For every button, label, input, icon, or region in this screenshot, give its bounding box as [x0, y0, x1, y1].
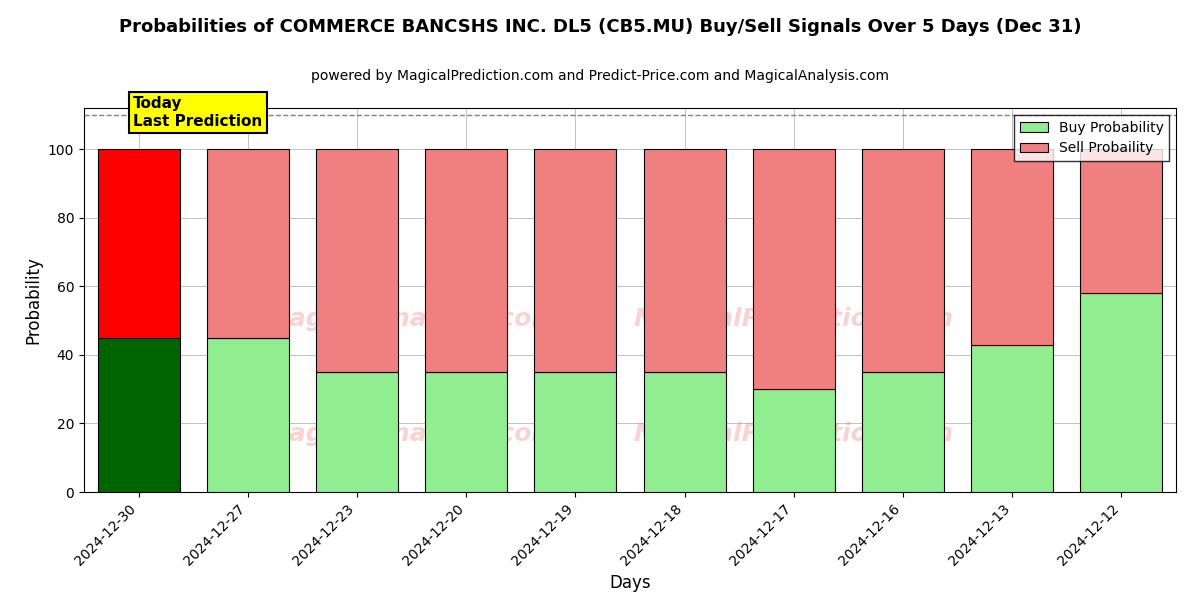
Bar — [643, 372, 726, 492]
Text: MagicalAnalysis.com: MagicalAnalysis.com — [265, 307, 558, 331]
Text: Probabilities of COMMERCE BANCSHS INC. DL5 (CB5.MU) Buy/Sell Signals Over 5 Days: Probabilities of COMMERCE BANCSHS INC. D… — [119, 18, 1081, 36]
Bar — [534, 372, 617, 492]
Bar — [862, 149, 944, 372]
X-axis label: Days: Days — [610, 574, 650, 592]
Bar — [97, 149, 180, 338]
Text: MagicalPrediction.com: MagicalPrediction.com — [634, 422, 954, 446]
Bar — [862, 372, 944, 492]
Bar — [97, 338, 180, 492]
Bar — [1080, 293, 1163, 492]
Bar — [971, 344, 1054, 492]
Bar — [643, 149, 726, 372]
Text: MagicalAnalysis.com: MagicalAnalysis.com — [265, 422, 558, 446]
Bar — [316, 149, 398, 372]
Text: MagicalPrediction.com: MagicalPrediction.com — [634, 307, 954, 331]
Legend: Buy Probability, Sell Probaility: Buy Probability, Sell Probaility — [1014, 115, 1169, 161]
Bar — [752, 389, 835, 492]
Y-axis label: Probability: Probability — [24, 256, 42, 344]
Bar — [206, 338, 289, 492]
Bar — [316, 372, 398, 492]
Bar — [425, 372, 508, 492]
Text: Today
Last Prediction: Today Last Prediction — [133, 96, 263, 128]
Bar — [425, 149, 508, 372]
Bar — [206, 149, 289, 338]
Text: powered by MagicalPrediction.com and Predict-Price.com and MagicalAnalysis.com: powered by MagicalPrediction.com and Pre… — [311, 69, 889, 83]
Bar — [752, 149, 835, 389]
Bar — [1080, 149, 1163, 293]
Bar — [534, 149, 617, 372]
Bar — [971, 149, 1054, 344]
